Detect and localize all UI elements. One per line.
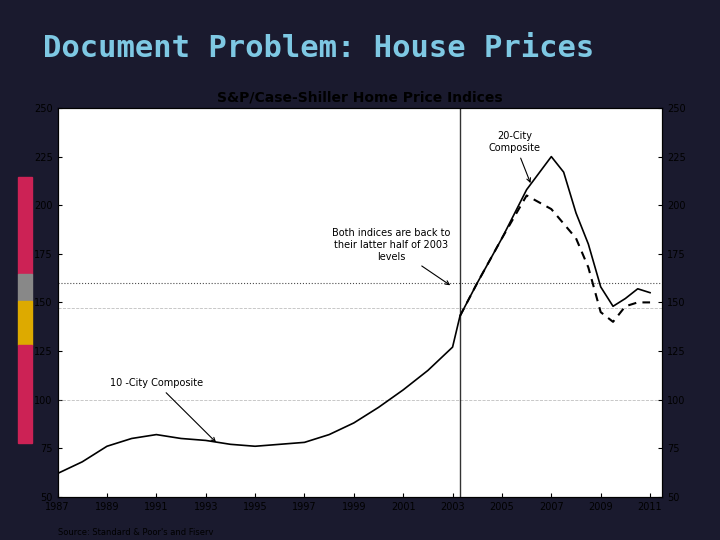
Text: Document Problem: House Prices: Document Problem: House Prices <box>43 34 595 63</box>
Bar <box>18 301 32 345</box>
Title: S&P/Case-Shiller Home Price Indices: S&P/Case-Shiller Home Price Indices <box>217 90 503 104</box>
Text: Both indices are back to
their latter half of 2003
levels: Both indices are back to their latter ha… <box>332 228 450 285</box>
Text: 20-City
Composite: 20-City Composite <box>488 131 540 182</box>
Text: 10 -City Composite: 10 -City Composite <box>109 378 215 442</box>
Bar <box>18 274 32 301</box>
Bar <box>18 177 32 274</box>
Bar <box>18 345 32 443</box>
Text: Source: Standard & Poor's and Fiserv: Source: Standard & Poor's and Fiserv <box>58 528 213 537</box>
